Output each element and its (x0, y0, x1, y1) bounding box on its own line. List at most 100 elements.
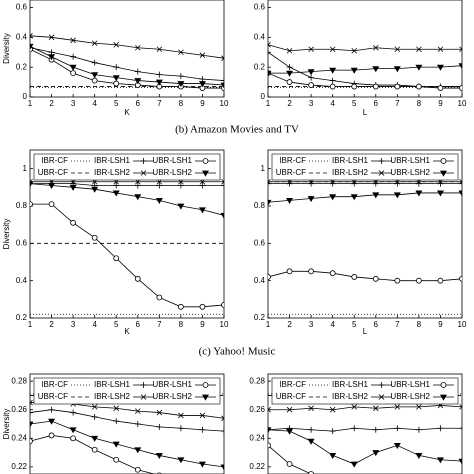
marker (436, 457, 444, 464)
marker (307, 196, 315, 203)
marker (199, 76, 206, 83)
marker (198, 207, 206, 214)
marker (307, 69, 315, 76)
legend-label: UBR-LSH1 (152, 156, 192, 165)
marker (70, 219, 77, 226)
series-line (30, 183, 224, 216)
x-tick-label: 3 (309, 320, 314, 329)
marker (329, 270, 336, 277)
x-tick-label: 3 (71, 99, 76, 108)
marker (459, 425, 462, 432)
marker (308, 46, 314, 53)
marker (268, 442, 271, 449)
marker (113, 182, 120, 189)
marker (415, 453, 423, 460)
marker (268, 49, 271, 56)
marker (30, 399, 33, 406)
marker (308, 426, 315, 433)
marker (372, 450, 380, 457)
marker (91, 72, 99, 79)
marker (268, 70, 272, 77)
x-tick-label: 1 (28, 99, 33, 108)
plot-frame (267, 0, 463, 98)
marker (221, 182, 224, 189)
marker (372, 426, 379, 433)
marker (156, 409, 163, 416)
legend-label: IBR-LSH1 (94, 380, 131, 389)
marker (221, 428, 224, 435)
marker (394, 46, 401, 53)
marker (378, 382, 385, 388)
plot-frame (29, 0, 225, 98)
series-line (268, 192, 462, 203)
marker (416, 46, 422, 53)
marker (113, 64, 120, 71)
marker (440, 394, 447, 401)
y-tick-label: 0.8 (254, 201, 266, 210)
x-tick-label: 9 (200, 320, 205, 329)
marker (415, 64, 423, 71)
marker (221, 178, 224, 185)
marker (415, 83, 422, 90)
marker (48, 49, 55, 56)
legend-label: UBR-CF (276, 168, 306, 177)
x-tick-label: 7 (157, 99, 162, 108)
legend-label: IBR-LSH1 (94, 156, 131, 165)
y-tick-label: 0.22 (11, 462, 27, 471)
x-axis-label: K (124, 108, 130, 117)
marker (308, 471, 315, 474)
marker (70, 70, 77, 77)
marker (134, 78, 142, 85)
y-axis-label: Diversity (2, 409, 11, 440)
marker (91, 446, 98, 453)
x-tick-label: 5 (352, 99, 357, 108)
marker (202, 158, 209, 164)
marker (221, 302, 224, 308)
marker (48, 418, 56, 425)
marker (221, 415, 224, 422)
marker (458, 190, 462, 197)
marker (134, 68, 141, 75)
marker (329, 428, 336, 435)
y-tick-label: 0.26 (249, 405, 265, 414)
y-tick-label: 0 (23, 92, 28, 101)
legend-box (271, 153, 459, 181)
marker (91, 435, 99, 442)
marker (177, 73, 184, 80)
marker (351, 274, 358, 280)
marker (30, 33, 33, 39)
marker (30, 181, 34, 188)
marker (268, 274, 271, 280)
series-line (268, 429, 462, 465)
marker (48, 201, 55, 208)
y-tick-label: 1 (23, 164, 28, 173)
x-tick-label: 10 (458, 99, 467, 108)
marker (220, 82, 224, 89)
marker (459, 178, 462, 185)
marker (286, 268, 293, 275)
marker (113, 80, 120, 87)
marker (350, 67, 358, 74)
plot (268, 41, 462, 91)
series-line (268, 44, 462, 52)
marker (91, 186, 99, 193)
legend-label: IBR-CF (279, 380, 306, 389)
marker (415, 277, 422, 284)
series-line (30, 48, 224, 89)
marker (69, 64, 77, 71)
x-tick-label: 4 (330, 320, 335, 329)
plot (268, 178, 462, 315)
marker (372, 275, 379, 282)
marker (198, 461, 206, 468)
series-line (268, 270, 462, 282)
marker (113, 255, 120, 262)
x-tick-label: 2 (49, 320, 54, 329)
marker (156, 71, 163, 78)
marker (351, 47, 358, 54)
marker (177, 425, 184, 432)
marker (329, 406, 336, 413)
marker (113, 418, 120, 425)
marker (286, 406, 293, 413)
marker (30, 438, 33, 445)
